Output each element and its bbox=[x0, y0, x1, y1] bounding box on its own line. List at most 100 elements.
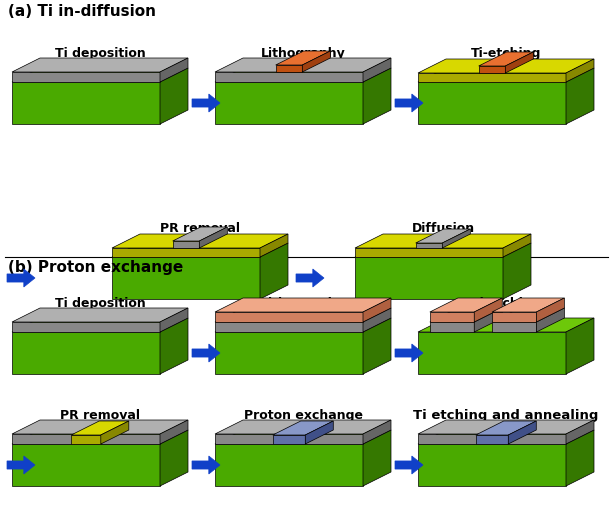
Polygon shape bbox=[276, 65, 302, 72]
Polygon shape bbox=[260, 243, 288, 299]
Polygon shape bbox=[443, 229, 470, 248]
Polygon shape bbox=[505, 52, 533, 73]
Polygon shape bbox=[363, 308, 391, 332]
Polygon shape bbox=[276, 51, 330, 65]
Polygon shape bbox=[430, 322, 474, 332]
Polygon shape bbox=[112, 248, 260, 257]
Polygon shape bbox=[160, 308, 188, 332]
Polygon shape bbox=[363, 68, 391, 124]
Polygon shape bbox=[215, 420, 391, 434]
Polygon shape bbox=[479, 52, 533, 66]
Polygon shape bbox=[12, 72, 160, 82]
Polygon shape bbox=[12, 308, 188, 322]
Polygon shape bbox=[536, 308, 565, 332]
Polygon shape bbox=[71, 435, 101, 444]
Polygon shape bbox=[508, 421, 536, 444]
Polygon shape bbox=[418, 318, 594, 332]
Polygon shape bbox=[363, 58, 391, 82]
Polygon shape bbox=[215, 318, 391, 332]
Polygon shape bbox=[418, 332, 566, 374]
Polygon shape bbox=[503, 243, 531, 299]
Polygon shape bbox=[355, 248, 503, 257]
Polygon shape bbox=[363, 318, 391, 374]
Polygon shape bbox=[71, 421, 129, 435]
Polygon shape bbox=[192, 94, 220, 112]
Text: PR removal: PR removal bbox=[160, 222, 240, 235]
Polygon shape bbox=[215, 434, 363, 444]
Polygon shape bbox=[430, 308, 502, 322]
Polygon shape bbox=[7, 269, 35, 287]
Polygon shape bbox=[476, 421, 536, 435]
Polygon shape bbox=[112, 243, 288, 257]
Polygon shape bbox=[418, 420, 594, 434]
Polygon shape bbox=[430, 312, 474, 322]
Polygon shape bbox=[12, 68, 188, 82]
Polygon shape bbox=[199, 227, 227, 248]
Polygon shape bbox=[215, 430, 391, 444]
Polygon shape bbox=[492, 308, 565, 322]
Polygon shape bbox=[566, 59, 594, 82]
Polygon shape bbox=[302, 51, 330, 72]
Polygon shape bbox=[474, 308, 502, 332]
Polygon shape bbox=[492, 322, 536, 332]
Polygon shape bbox=[192, 344, 220, 362]
Polygon shape bbox=[192, 456, 220, 474]
Polygon shape bbox=[215, 72, 363, 82]
Polygon shape bbox=[395, 94, 423, 112]
Polygon shape bbox=[260, 234, 288, 257]
Polygon shape bbox=[160, 318, 188, 374]
Polygon shape bbox=[173, 227, 227, 241]
Polygon shape bbox=[12, 318, 188, 332]
Polygon shape bbox=[215, 308, 391, 322]
Polygon shape bbox=[492, 298, 565, 312]
Polygon shape bbox=[536, 298, 565, 322]
Polygon shape bbox=[503, 234, 531, 257]
Polygon shape bbox=[492, 312, 536, 322]
Polygon shape bbox=[12, 82, 160, 124]
Text: Lithography: Lithography bbox=[261, 47, 345, 60]
Polygon shape bbox=[416, 229, 470, 243]
Polygon shape bbox=[101, 421, 129, 444]
Polygon shape bbox=[566, 420, 594, 444]
Polygon shape bbox=[395, 456, 423, 474]
Text: Ti etching and annealing: Ti etching and annealing bbox=[413, 409, 599, 422]
Polygon shape bbox=[112, 234, 288, 248]
Text: Ti-etching: Ti-etching bbox=[471, 47, 541, 60]
Text: Lithography: Lithography bbox=[261, 297, 345, 310]
Polygon shape bbox=[7, 456, 35, 474]
Polygon shape bbox=[363, 420, 391, 444]
Polygon shape bbox=[296, 269, 324, 287]
Polygon shape bbox=[160, 420, 188, 444]
Polygon shape bbox=[12, 322, 160, 332]
Polygon shape bbox=[566, 430, 594, 486]
Polygon shape bbox=[215, 82, 363, 124]
Polygon shape bbox=[479, 66, 505, 73]
Polygon shape bbox=[395, 344, 423, 362]
Text: Diffusion: Diffusion bbox=[411, 222, 474, 235]
Polygon shape bbox=[12, 444, 160, 486]
Polygon shape bbox=[430, 298, 502, 312]
Polygon shape bbox=[215, 312, 363, 322]
Polygon shape bbox=[12, 332, 160, 374]
Polygon shape bbox=[355, 234, 531, 248]
Polygon shape bbox=[363, 430, 391, 486]
Text: Ti deposition: Ti deposition bbox=[55, 297, 145, 310]
Polygon shape bbox=[173, 241, 199, 248]
Text: (b) Proton exchange: (b) Proton exchange bbox=[8, 260, 183, 275]
Polygon shape bbox=[355, 257, 503, 299]
Polygon shape bbox=[418, 444, 566, 486]
Polygon shape bbox=[418, 68, 594, 82]
Polygon shape bbox=[215, 322, 363, 332]
Polygon shape bbox=[12, 434, 160, 444]
Polygon shape bbox=[305, 421, 333, 444]
Polygon shape bbox=[418, 73, 566, 82]
Polygon shape bbox=[416, 243, 443, 248]
Polygon shape bbox=[418, 430, 594, 444]
Polygon shape bbox=[215, 332, 363, 374]
Polygon shape bbox=[112, 257, 260, 299]
Polygon shape bbox=[160, 68, 188, 124]
Polygon shape bbox=[12, 430, 188, 444]
Text: Ti etching: Ti etching bbox=[471, 297, 541, 310]
Polygon shape bbox=[363, 298, 391, 322]
Polygon shape bbox=[215, 68, 391, 82]
